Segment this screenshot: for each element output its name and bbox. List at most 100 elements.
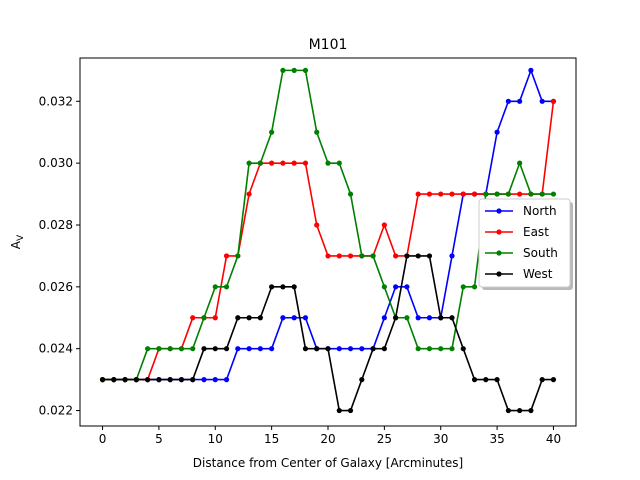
data-point-south [246, 160, 252, 166]
data-point-west [246, 315, 252, 321]
data-point-west [269, 284, 275, 290]
y-axis-label-subscript: V [16, 234, 26, 241]
data-point-west [517, 407, 523, 414]
data-point-north [280, 315, 286, 321]
data-point-south [528, 191, 534, 197]
data-point-north [393, 284, 399, 290]
data-point-north [517, 98, 523, 104]
data-point-west [494, 377, 500, 383]
data-point-east [460, 191, 466, 197]
data-point-south [257, 160, 263, 166]
y-tick-label: 0.024 [39, 342, 73, 356]
data-point-south [291, 67, 297, 73]
x-tick-label: 25 [377, 432, 392, 446]
data-point-south [336, 160, 342, 166]
data-point-west [381, 346, 387, 352]
legend-label-north: North [523, 204, 557, 218]
data-point-east [280, 160, 286, 166]
data-point-east [438, 191, 444, 197]
y-tick-label: 0.026 [39, 280, 73, 294]
data-point-west [528, 407, 534, 414]
data-point-east [347, 253, 354, 259]
data-point-west [178, 377, 185, 383]
data-point-south [145, 346, 151, 352]
data-point-east [246, 191, 252, 197]
x-tick-label: 0 [99, 432, 107, 446]
data-point-west [156, 377, 162, 383]
data-point-east [190, 315, 196, 321]
data-point-west [415, 253, 421, 259]
data-point-west [505, 407, 511, 414]
data-point-east [381, 222, 387, 228]
data-point-south [471, 284, 478, 290]
data-point-west [122, 377, 128, 383]
data-point-south [404, 315, 410, 321]
data-point-west [190, 377, 196, 383]
data-point-north [404, 284, 410, 290]
data-point-west [426, 253, 433, 259]
data-point-south [347, 191, 354, 197]
legend-box [478, 198, 571, 288]
data-point-south [381, 284, 387, 290]
data-point-south [178, 346, 185, 352]
data-point-south [426, 346, 433, 352]
legend-label-west: West [523, 267, 553, 281]
data-point-south [302, 67, 309, 73]
data-point-south [314, 129, 320, 135]
data-point-east [471, 191, 478, 197]
legend: North East South West [478, 198, 573, 290]
data-point-south [167, 346, 173, 352]
legend-label-east: East [523, 225, 549, 239]
data-point-west [257, 315, 263, 321]
data-point-south [415, 346, 421, 352]
data-point-north [223, 377, 230, 383]
data-point-south [494, 191, 500, 197]
data-point-east [426, 191, 433, 197]
y-axis-label: AV [9, 234, 26, 249]
data-point-south [269, 129, 275, 135]
data-point-west [145, 377, 151, 383]
data-point-north [381, 315, 387, 321]
data-point-south [438, 346, 444, 352]
data-point-east [415, 191, 421, 197]
data-point-west [223, 346, 230, 352]
data-point-north [539, 98, 545, 104]
data-point-south [235, 253, 241, 259]
data-point-west [336, 407, 342, 414]
data-point-west [235, 315, 241, 321]
data-point-west [550, 377, 557, 383]
x-tick-label: 15 [264, 432, 279, 446]
data-point-north [291, 315, 297, 321]
data-point-west [314, 346, 320, 352]
data-point-north [246, 346, 252, 352]
data-point-east [314, 222, 320, 228]
data-point-west [302, 346, 309, 352]
data-point-north [359, 346, 365, 352]
data-point-south [449, 346, 455, 352]
data-point-south [212, 284, 218, 290]
data-point-east [336, 253, 342, 259]
data-point-east [212, 315, 218, 321]
data-point-north [528, 67, 534, 73]
data-point-west [111, 377, 117, 383]
data-point-east [302, 160, 309, 166]
plot-area [99, 67, 557, 414]
chart-title: M101 [309, 37, 348, 53]
y-tick-label: 0.022 [39, 404, 73, 418]
data-point-south [370, 253, 376, 259]
data-point-west [212, 346, 218, 352]
data-point-west [280, 284, 286, 290]
data-point-north [257, 346, 263, 352]
data-point-south [190, 346, 196, 352]
data-point-east [517, 191, 523, 197]
x-tick-label: 30 [433, 432, 448, 446]
x-tick-label: 20 [320, 432, 335, 446]
data-point-north [269, 346, 275, 352]
data-point-south [359, 253, 365, 259]
x-tick-label: 5 [155, 432, 163, 446]
legend-marker-east [496, 229, 502, 235]
data-point-west [359, 377, 365, 383]
series-group [99, 67, 557, 414]
